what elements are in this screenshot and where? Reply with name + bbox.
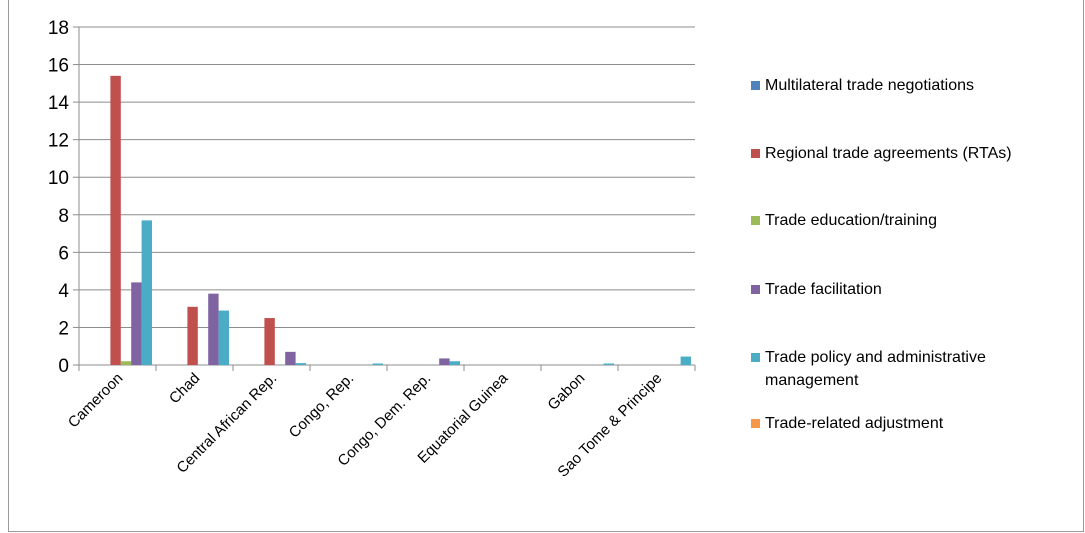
legend-swatch <box>751 81 760 90</box>
bar <box>141 220 152 365</box>
gridlines <box>79 26 695 328</box>
bar <box>131 282 142 365</box>
bar <box>285 351 296 365</box>
bar <box>218 310 229 365</box>
bar <box>264 318 275 365</box>
x-category-label: Chad <box>166 370 203 407</box>
bar <box>680 356 691 365</box>
legend-swatch <box>751 353 760 362</box>
bar <box>295 363 306 365</box>
bar <box>187 306 198 365</box>
bar <box>110 75 121 366</box>
bar <box>603 363 614 365</box>
bar <box>439 358 450 365</box>
legend-label-continued: management <box>765 372 859 389</box>
y-tick-label: 14 <box>48 93 70 114</box>
bar <box>208 293 219 365</box>
x-category-label: Gabon <box>544 370 588 414</box>
bar <box>120 361 132 365</box>
y-tick-label: 6 <box>58 243 69 264</box>
chart-frame <box>8 0 1084 532</box>
legend-label: Multilateral trade negotiations <box>765 77 974 94</box>
y-tick-label: 12 <box>48 131 69 152</box>
y-tick-labels: 0 2 4 6 8 10 12 14 16 18 <box>48 18 70 377</box>
x-category-label: Congo, Rep. <box>286 370 358 442</box>
axes <box>73 26 696 371</box>
y-tick-label: 18 <box>48 18 69 39</box>
bar <box>372 363 383 365</box>
legend-label: Trade education/training <box>765 212 937 229</box>
legend-label: Trade-related adjustment <box>765 415 944 432</box>
legend-label: Trade policy and administrative <box>765 349 986 366</box>
legend-label: Regional trade agreements (RTAs) <box>765 145 1012 162</box>
y-tick-label: 2 <box>58 318 69 339</box>
legend-label: Trade facilitation <box>765 281 882 298</box>
y-tick-label: 16 <box>48 56 69 77</box>
y-tick-label: 10 <box>48 168 69 189</box>
y-tick-label: 0 <box>58 356 69 377</box>
y-tick-label: 4 <box>58 281 69 302</box>
bar <box>449 361 460 365</box>
legend-swatch <box>751 419 760 428</box>
y-tick-label: 8 <box>58 206 69 227</box>
legend-swatch <box>751 149 760 158</box>
legend: Multilateral trade negotiations Regional … <box>751 77 1012 432</box>
legend-swatch <box>751 285 760 294</box>
bars <box>110 75 691 366</box>
x-category-label: Cameroon <box>65 370 127 432</box>
legend-swatch <box>751 216 760 225</box>
